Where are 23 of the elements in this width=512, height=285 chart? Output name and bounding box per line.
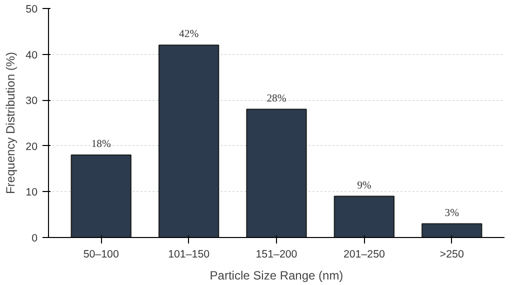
data-label: 42% [179, 29, 199, 40]
x-tick-label: 201–250 [343, 248, 386, 260]
data-label: 9% [357, 180, 372, 192]
x-axis-title: Particle Size Range (nm) [210, 268, 344, 282]
bar [158, 44, 220, 238]
y-tick-label: 30 [26, 95, 38, 108]
y-tick-label: 10 [26, 186, 38, 199]
y-tick-label: 50 [26, 4, 38, 16]
data-label: 28% [266, 93, 286, 104]
y-tick-label: 20 [26, 140, 38, 153]
bar [422, 223, 482, 238]
y-tick-label: 0 [32, 232, 38, 244]
y-axis-title: Frequency Distribution (%) [4, 52, 18, 194]
data-label: 18% [91, 139, 112, 150]
bar [70, 154, 132, 238]
x-tick-label: 151–200 [256, 248, 298, 260]
data-label: 3% [444, 208, 460, 219]
x-tick-label: 50–100 [83, 248, 119, 260]
bar [334, 196, 395, 238]
x-tick-label: 101–150 [168, 248, 210, 260]
bar [246, 108, 307, 238]
y-tick-label: 40 [26, 49, 38, 62]
x-tick-label: >250 [440, 248, 464, 260]
